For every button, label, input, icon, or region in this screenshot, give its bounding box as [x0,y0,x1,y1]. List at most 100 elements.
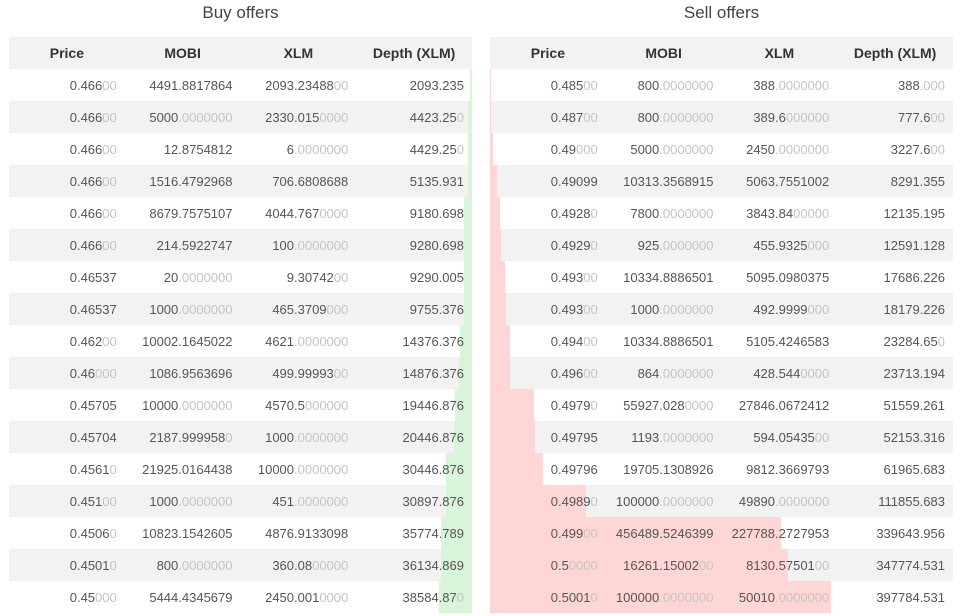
buy-offer-row[interactable]: 0.45704 2187.9999580 1000.0000000 20446.876 [9,421,472,453]
cell-mobi: 5444.4345679 [125,581,241,613]
sell-offer-row[interactable]: 0.49790 55927.0280000 27846.0672412 51559.2… [490,389,953,421]
buy-offer-row[interactable]: 0.46600 4491.8817864 2093.2348800 2093.235 [9,69,472,101]
buy-offer-row[interactable]: 0.46537 20.0000000 9.3074200 9290.005 [9,261,472,293]
cell-mobi: 800.0000000 [606,101,722,133]
value-trailing-zeros: 00 [102,141,117,157]
value-trailing-zeros: .0000000 [294,141,349,157]
value-significant: 0.466 [69,109,103,125]
value-significant: 3843.84 [746,205,794,221]
buy-offer-row[interactable]: 0.46537 1000.0000000 465.3709000 9755.376 [9,293,472,325]
value-significant: 0.466 [69,77,103,93]
sell-offer-row[interactable]: 0.49795 1193.0000000 594.0543500 52153.316 [490,421,953,453]
buy-offer-row[interactable]: 0.46600 1516.4792968 706.6808688 5135.931 [9,165,472,197]
value-significant: 0.4989 [550,493,591,509]
cell-xlm: 5105.4246583 [722,325,838,357]
sell-offer-row[interactable]: 0.49890 100000.0000000 49890.0000000 111855… [490,485,953,517]
cell-depth: 18179.226 [837,293,953,325]
value-significant: 5105.4246583 [746,333,830,349]
sell-offer-row[interactable]: 0.50010 100000.0000000 50010.0000000 397784… [490,581,953,613]
buy-offer-row[interactable]: 0.45010 800.0000000 360.0800000 36134.869 [9,549,472,581]
value-significant: 10334.8886501 [623,269,714,285]
cell-mobi: 214.5922747 [125,229,241,261]
buy-offer-row[interactable]: 0.46200 10002.1645022 4621.0000000 14376.37… [9,325,472,357]
buy-depth-bar [464,261,472,293]
buy-offer-row[interactable]: 0.45705 10000.0000000 4570.5000000 19446.87… [9,389,472,421]
value-trailing-zeros: .000 [919,77,945,93]
sell-depth-bar [490,357,511,389]
value-significant: 360.08 [272,557,313,573]
sell-offer-row[interactable]: 0.49796 19705.1308926 9812.3669793 61965.68… [490,453,953,485]
value-significant: 0.493 [550,269,584,285]
column-header-mobi: MOBI [124,37,241,69]
value-trailing-zeros: 00 [102,77,117,93]
cell-price: 0.49280 [490,197,606,229]
value-significant: 30446.876 [402,461,464,477]
value-significant: 14376.376 [402,333,464,349]
buy-offer-row[interactable]: 0.45100 1000.0000000 451.0000000 30897.876 [9,485,472,517]
buy-offer-row[interactable]: 0.45610 21925.0164438 10000.0000000 30446.8… [9,453,472,485]
value-significant: 4429.25 [409,141,457,157]
buy-offer-row[interactable]: 0.45000 5444.4345679 2450.0010000 38584.870 [9,581,472,613]
row-background [9,485,472,517]
buy-depth-bar [445,485,472,517]
value-trailing-zeros: .0000000 [294,461,349,477]
value-trailing-zeros: 000 [95,365,117,381]
buy-depth-bar [470,69,472,101]
value-significant: 925 [637,237,660,253]
sell-offer-row[interactable]: 0.49290 925.0000000 455.9325000 12591.128 [490,229,953,261]
cell-price: 0.49900 [490,517,606,549]
cell-price: 0.49890 [490,485,606,517]
value-significant: 0.466 [69,237,103,253]
value-significant: 111855.683 [878,493,945,509]
cell-depth: 36134.869 [356,549,472,581]
buy-offer-row[interactable]: 0.46600 12.8754812 6.0000000 4429.250 [9,133,472,165]
buy-offers-panel: Buy offers Price MOBI XLM Depth (XLM) 0.… [9,0,472,613]
value-significant: 0.4506 [69,525,110,541]
value-trailing-zeros: 0 [109,525,117,541]
cell-price: 0.49400 [490,325,606,357]
value-significant: 5135.931 [409,173,464,189]
sell-offer-row[interactable]: 0.49000 5000.0000000 2450.0000000 3227.600 [490,133,953,165]
sell-offer-row[interactable]: 0.48700 800.0000000 389.6000000 777.600 [490,101,953,133]
row-background [490,229,953,261]
sell-offer-row[interactable]: 0.49300 1000.0000000 492.9999000 18179.226 [490,293,953,325]
buy-offer-row[interactable]: 0.46600 8679.7575107 4044.7670000 9180.698 [9,197,472,229]
cell-mobi: 10823.1542605 [125,517,241,549]
value-trailing-zeros: 00 [583,301,598,317]
cell-price: 0.49290 [490,229,606,261]
value-significant: 0.4929 [550,237,591,253]
sell-offer-row[interactable]: 0.49600 864.0000000 428.5440000 23713.194 [490,357,953,389]
buy-offer-row[interactable]: 0.46600 214.5922747 100.0000000 9280.698 [9,229,472,261]
cell-price: 0.45060 [9,517,125,549]
value-significant: 20 [163,269,179,285]
sell-offer-row[interactable]: 0.48500 800.0000000 388.0000000 388.000 [490,69,953,101]
value-trailing-zeros: 00 [814,429,830,445]
value-significant: 10823.1542605 [142,525,233,541]
cell-price: 0.46600 [9,229,125,261]
cell-price: 0.49300 [490,261,606,293]
sell-offer-row[interactable]: 0.49900 456489.5246399 227788.2727953 33964… [490,517,953,549]
value-trailing-zeros: 00 [583,269,598,285]
buy-offer-row[interactable]: 0.45060 10823.1542605 4876.9133098 35774.78… [9,517,472,549]
value-significant: 214.5922747 [156,237,233,253]
sell-offer-row[interactable]: 0.49400 10334.8886501 5105.4246583 23284.65… [490,325,953,357]
sell-offer-row[interactable]: 0.49300 10334.8886501 5095.0980375 17686.22… [490,261,953,293]
cell-depth: 5135.931 [356,165,472,197]
value-significant: 0.5 [550,557,569,573]
value-significant: 2450.001 [265,589,320,605]
cell-xlm: 227788.2727953 [722,517,838,549]
sell-offer-row[interactable]: 0.50000 16261.1500200 8130.5750100 347774.5… [490,549,953,581]
value-significant: 0.5001 [550,589,591,605]
value-significant: 388 [753,77,776,93]
buy-offer-row[interactable]: 0.46000 1086.9563696 499.9999300 14876.376 [9,357,472,389]
cell-price: 0.46537 [9,261,125,293]
sell-depth-bar [490,389,535,421]
buy-offer-row[interactable]: 0.46600 5000.0000000 2330.0150000 4423.250 [9,101,472,133]
cell-mobi: 10313.3568915 [606,165,722,197]
cell-depth: 52153.316 [837,421,953,453]
value-significant: 9280.698 [409,237,464,253]
value-significant: 1000 [265,429,295,445]
value-significant: 0.45705 [69,397,117,413]
sell-offer-row[interactable]: 0.49099 10313.3568915 5063.7551002 8291.355 [490,165,953,197]
sell-offer-row[interactable]: 0.49280 7800.0000000 3843.8400000 12135.195 [490,197,953,229]
